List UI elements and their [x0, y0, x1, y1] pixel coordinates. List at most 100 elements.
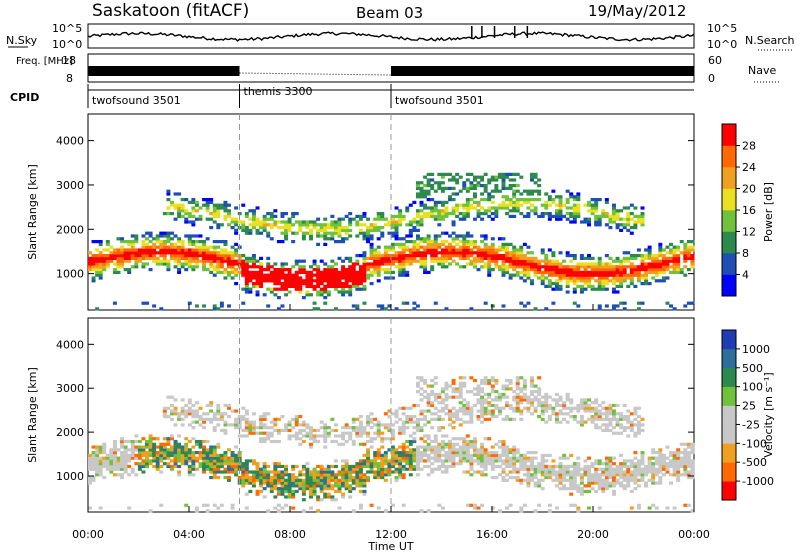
heatmap-cell: [244, 426, 249, 430]
heatmap-cell: [658, 451, 663, 455]
heatmap-cell: [658, 251, 663, 255]
heatmap-cell: [612, 304, 616, 308]
heatmap-cell: [554, 265, 559, 269]
heatmap-cell: [494, 475, 499, 480]
heatmap-cell: [505, 195, 510, 199]
heatmap-cell: [487, 209, 492, 213]
heatmap-cell: [455, 417, 460, 421]
heatmap-cell: [526, 301, 531, 305]
heatmap-cell: [137, 453, 142, 457]
heatmap-cell: [576, 276, 581, 280]
heatmap-cell: [415, 223, 420, 227]
heatmap-cell: [576, 195, 581, 199]
heatmap-cell: [259, 220, 264, 224]
heatmap-cell: [672, 265, 677, 269]
heatmap-cell: [305, 481, 310, 485]
heatmap-cell: [180, 462, 185, 466]
heatmap-cell: [448, 423, 452, 427]
heatmap-cell: [148, 268, 153, 272]
heatmap-cell: [547, 415, 552, 419]
heatmap-cell: [480, 387, 485, 391]
heatmap-cell: [508, 214, 513, 218]
heatmap-cell: [305, 231, 310, 235]
heatmap-cell: [626, 470, 631, 474]
heatmap-cell: [472, 192, 477, 196]
heatmap-cell: [526, 401, 531, 405]
heatmap-cell: [309, 489, 313, 493]
heatmap-cell: [451, 448, 456, 452]
heatmap-cell: [105, 256, 110, 260]
heatmap-cell: [494, 189, 499, 193]
heatmap-cell: [298, 226, 303, 230]
heatmap-cell: [594, 426, 599, 430]
heatmap-cell: [323, 234, 328, 238]
heatmap-cell: [405, 467, 410, 471]
heatmap-cell: [269, 489, 274, 493]
heatmap-cell: [469, 198, 474, 202]
heatmap-cell: [412, 448, 417, 452]
heatmap-cell: [202, 412, 207, 416]
heatmap-cell: [497, 398, 502, 402]
heatmap-cell: [248, 209, 253, 213]
heatmap-cell: [487, 270, 492, 274]
heatmap-cell: [519, 412, 524, 416]
heatmap-cell: [562, 464, 567, 469]
heatmap-cell: [462, 265, 467, 269]
heatmap-cell: [469, 242, 474, 246]
heatmap-cell: [683, 254, 688, 258]
heatmap-cell: [251, 420, 256, 424]
heatmap-cell: [551, 459, 556, 463]
heatmap-cell: [430, 184, 435, 188]
heatmap-cell: [533, 198, 538, 202]
heatmap-cell: [626, 284, 631, 288]
heatmap-cell: [237, 426, 242, 430]
heatmap-cell: [212, 475, 217, 480]
heatmap-cell: [440, 251, 445, 255]
heatmap-cell: [280, 487, 285, 491]
heatmap-cell: [333, 273, 338, 277]
heatmap-cell: [683, 251, 688, 255]
heatmap-cell: [380, 431, 385, 435]
heatmap-cell: [187, 242, 192, 246]
heatmap-cell: [162, 445, 167, 449]
heatmap-cell: [223, 259, 228, 263]
heatmap-cell: [480, 184, 485, 188]
heatmap-cell: [604, 282, 609, 286]
heatmap-cell: [597, 409, 602, 413]
heatmap-cell: [455, 192, 460, 196]
heatmap-cell: [391, 456, 395, 460]
heatmap-cell: [241, 268, 246, 272]
heatmap-cell: [376, 475, 381, 480]
heatmap-cell: [579, 287, 584, 291]
heatmap-cell: [319, 273, 324, 277]
heatmap-cell: [248, 287, 253, 291]
heatmap-cell: [554, 401, 559, 405]
heatmap-cell: [519, 212, 524, 216]
heatmap-cell: [608, 220, 613, 224]
heatmap-cell: [487, 409, 492, 413]
heatmap-cell: [358, 254, 363, 258]
heatmap-cell: [326, 282, 331, 286]
heatmap-cell: [262, 293, 267, 297]
heatmap-cell: [497, 459, 502, 463]
heatmap-cell: [619, 301, 624, 305]
heatmap-cell: [458, 256, 463, 260]
heatmap-cell: [672, 307, 677, 311]
heatmap-cell: [137, 256, 142, 260]
heatmap-cell: [269, 475, 274, 480]
heatmap-cell: [490, 390, 495, 394]
heatmap-cell: [219, 248, 224, 252]
heatmap-cell: [636, 503, 641, 507]
heatmap-cell: [426, 234, 431, 238]
heatmap-cell: [579, 423, 584, 427]
heatmap-cell: [497, 268, 502, 272]
heatmap-cell: [415, 212, 420, 216]
heatmap-cell: [341, 434, 346, 438]
heatmap-cell: [562, 273, 567, 277]
heatmap-cell: [480, 456, 485, 460]
heatmap-cell: [380, 262, 385, 266]
heatmap-cell: [159, 307, 164, 311]
heatmap-cell: [358, 282, 363, 286]
heatmap-cell: [251, 428, 256, 433]
heatmap-cell: [590, 203, 595, 207]
